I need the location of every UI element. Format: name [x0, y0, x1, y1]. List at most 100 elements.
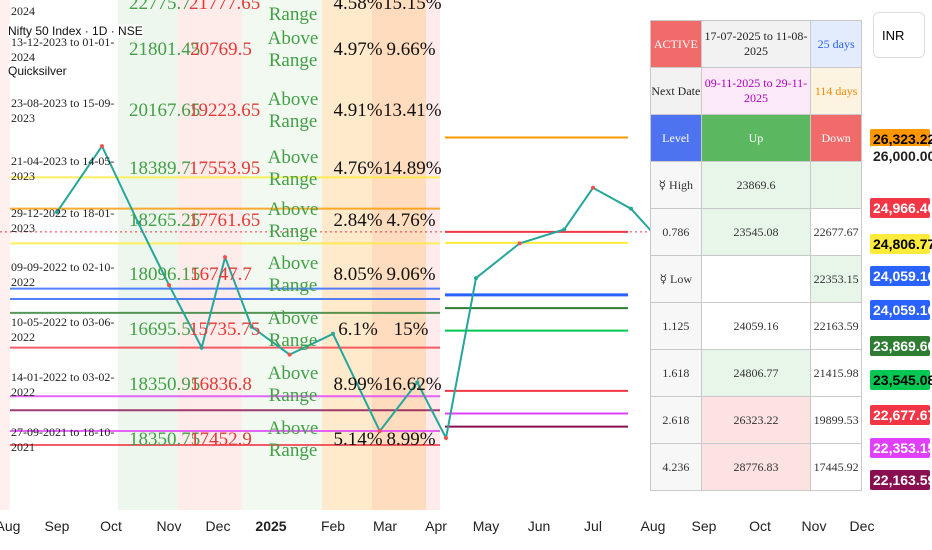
range-pct-2: 15.15%: [383, 0, 442, 14]
range-up: 18096.15: [129, 264, 201, 285]
currency-button[interactable]: INR: [873, 12, 925, 58]
fib-down: 21415.98: [810, 349, 862, 397]
fib-down: [810, 161, 862, 209]
range-pct-2: 13.41%: [383, 100, 442, 121]
range-down: 21777.65: [189, 0, 261, 14]
background-band: [426, 0, 440, 510]
price-label[interactable]: 23,545.08: [870, 370, 932, 390]
range-status: Above Range: [267, 199, 319, 242]
range-row: 09-09-2022 to 02-10-2022 18096.15 16747.7 A…: [0, 248, 440, 302]
price-label[interactable]: 24,806.77: [870, 234, 932, 254]
range-up: 18350.95: [129, 374, 201, 395]
x-tick-label: Sep: [691, 518, 717, 534]
range-up: 16695.5: [129, 319, 191, 340]
next-days: 114 days: [810, 67, 862, 115]
fib-row: 0.786 23545.08 22677.67: [650, 208, 862, 256]
price-point[interactable]: [167, 283, 171, 288]
range-pct-1: 6.1%: [338, 319, 378, 340]
range-dates: 29-12-2022 to 18-01-2023: [11, 206, 115, 235]
price-point[interactable]: [474, 276, 478, 281]
price-point[interactable]: [136, 220, 141, 225]
background-band: [178, 0, 242, 510]
price-point[interactable]: [331, 331, 335, 336]
price-point[interactable]: [415, 380, 420, 385]
x-tick-label: Jun: [527, 518, 551, 534]
price-label[interactable]: 22,163.59: [870, 470, 932, 490]
fib-down: 19899.53: [810, 396, 862, 444]
price-point[interactable]: [591, 185, 595, 190]
price-label[interactable]: 22,353.15: [870, 438, 932, 458]
range-pct-2: 4.76%: [386, 210, 436, 231]
price-point[interactable]: [562, 227, 567, 232]
range-dates: 27-09-2021 to 18-10-2021: [11, 425, 115, 454]
range-pct-1: 4.58%: [333, 0, 383, 14]
background-band: [118, 0, 178, 510]
price-label[interactable]: 24,059.16: [870, 300, 932, 320]
x-tick-label: Aug: [640, 518, 666, 534]
price-label[interactable]: 23,869.60: [870, 336, 932, 356]
price-point[interactable]: [377, 429, 382, 434]
fib-down: 17445.92: [810, 443, 862, 491]
range-pct-1: 5.14%: [333, 429, 383, 450]
x-tick-label: Jul: [584, 518, 602, 534]
x-tick-label: Feb: [320, 518, 346, 534]
price-label[interactable]: 22,677.67: [870, 405, 932, 425]
up-header: Up: [700, 114, 812, 162]
indicator-name[interactable]: Quicksilver: [8, 64, 67, 78]
range-row: 13-12-2023 to 01-01-2024 21801.45 20769.5 A…: [0, 23, 440, 77]
active-label: ACTIVE: [650, 20, 702, 68]
range-down: 16836.8: [190, 374, 252, 395]
price-point[interactable]: [517, 241, 522, 246]
range-row: 14-01-2022 to 03-02-2022 18350.95 16836.8 A…: [0, 358, 442, 412]
x-tick-label: Apr: [425, 518, 447, 534]
price-point[interactable]: [629, 206, 633, 211]
range-pct-1: 4.91%: [333, 100, 383, 121]
x-tick-label: 2025: [255, 518, 287, 534]
price-series-line[interactable]: [56, 144, 654, 442]
range-status: Above Range: [267, 147, 319, 190]
background-band: [322, 0, 372, 510]
fib-down: 22353.15: [810, 255, 862, 303]
x-tick-label: Aug: [0, 518, 21, 534]
fib-up: 23545.08: [700, 208, 812, 256]
price-label[interactable]: 26,323.22: [870, 129, 932, 149]
price-label[interactable]: 26,000.00: [870, 146, 932, 166]
price-point[interactable]: [55, 210, 59, 215]
x-tick-label: Sep: [44, 518, 70, 534]
next-range: 09-11-2025 to 29-11-2025: [700, 67, 812, 115]
fib-up: 28776.83: [700, 443, 812, 491]
range-status: Above Range: [267, 363, 319, 406]
fib-level: ☿ Low: [650, 255, 702, 303]
price-point[interactable]: [100, 144, 104, 149]
fib-row: 1.125 24059.16 22163.59: [650, 302, 862, 350]
chart-title: Nifty 50 Index · 1D · NSE: [8, 24, 143, 38]
range-dates: 14-01-2022 to 03-02-2022: [11, 370, 115, 399]
price-point[interactable]: [199, 345, 204, 350]
price-point[interactable]: [444, 436, 448, 440]
range-row: 27-09-2021 to 18-10-2021 18350.75 17452.9 A…: [0, 413, 440, 467]
range-pct-1: 2.84%: [333, 210, 383, 231]
price-label[interactable]: 24,059.16: [870, 266, 932, 286]
x-tick-label: Nov: [156, 518, 182, 534]
fib-level: ☿ High: [650, 161, 702, 209]
range-dates: 01-04-2024 to 23-04-2024: [11, 0, 114, 18]
fib-level: 4.236: [650, 443, 702, 491]
price-label[interactable]: 24,966.40: [870, 198, 932, 218]
x-tick-label: Oct: [100, 518, 122, 534]
price-point[interactable]: [223, 255, 228, 260]
fib-row: ☿ High 23869.6: [650, 161, 862, 209]
x-tick-label: Dec: [849, 518, 875, 534]
range-up: 18350.75: [129, 429, 201, 450]
time-axis[interactable]: Aug Sep Oct Nov Dec 2025 Feb Mar Apr May Jun Jul Aug…: [0, 510, 932, 550]
range-status: Above Range: [268, 0, 319, 25]
range-pct-2: 15%: [393, 319, 429, 340]
x-tick-label: Oct: [749, 518, 771, 534]
fib-row: 4.236 28776.83 17445.92: [650, 443, 862, 491]
x-tick-label: Nov: [801, 518, 827, 534]
price-point[interactable]: [287, 352, 292, 357]
price-point[interactable]: [249, 324, 254, 329]
next-label: Next Date: [650, 67, 702, 115]
range-status: Above Range: [267, 253, 319, 296]
fib-down: 22163.59: [810, 302, 862, 350]
